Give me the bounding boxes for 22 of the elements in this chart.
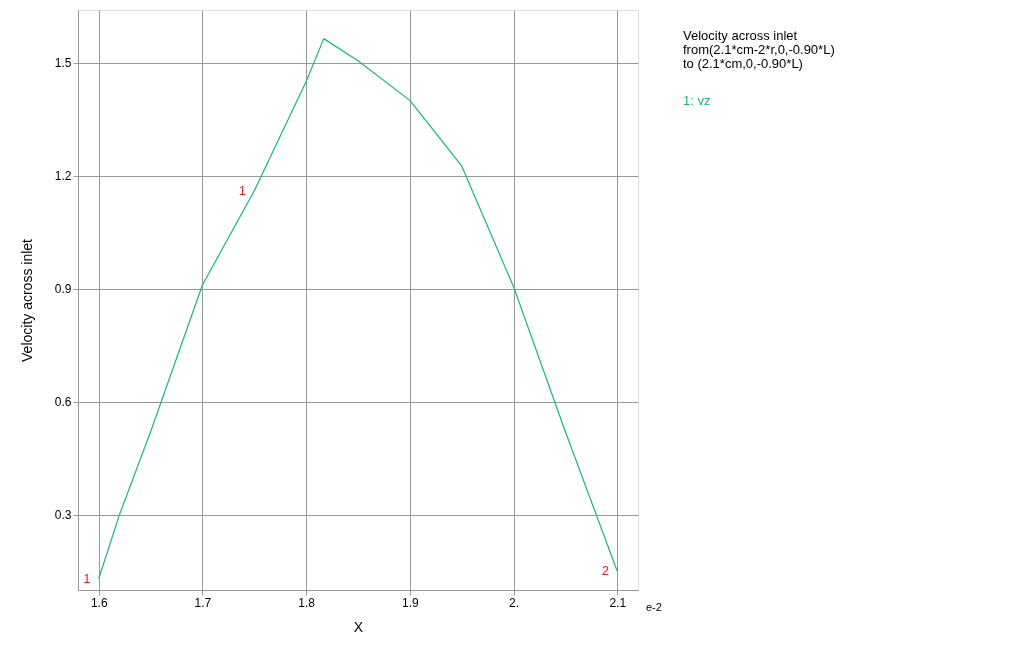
y-tick-label: 1.5 xyxy=(54,56,72,71)
x-tick-label: 1.8 xyxy=(298,595,316,610)
y-tick-label: 0.6 xyxy=(54,395,72,410)
x-tick-label: 1.7 xyxy=(194,595,212,610)
x-tick-label: 1.6 xyxy=(90,595,108,610)
y-axis-title: Velocity across inlet xyxy=(18,238,35,362)
line-series xyxy=(98,38,618,580)
text: to (2.1*cm,0,-0.90*L) xyxy=(683,56,803,71)
y-tick-label: 0.3 xyxy=(54,508,72,523)
y-tick-label: 0.9 xyxy=(54,282,72,297)
x-tick-label: 1.9 xyxy=(402,595,420,610)
text: e-2 xyxy=(646,601,662,613)
text: 1: vz xyxy=(683,93,711,108)
text: from(2.1*cm-2*r,0,-0.90*L) xyxy=(683,42,835,57)
x-axis-title: X xyxy=(353,618,364,635)
annotation: 1 xyxy=(238,182,246,198)
annotation: 1 xyxy=(83,570,91,586)
x-tick-label: 2.1 xyxy=(609,595,627,610)
x-tick-label: 2. xyxy=(509,595,520,610)
annotation: 2 xyxy=(601,563,609,579)
y-tick-label: 1.2 xyxy=(54,169,72,184)
text: Velocity across inlet xyxy=(683,28,798,43)
